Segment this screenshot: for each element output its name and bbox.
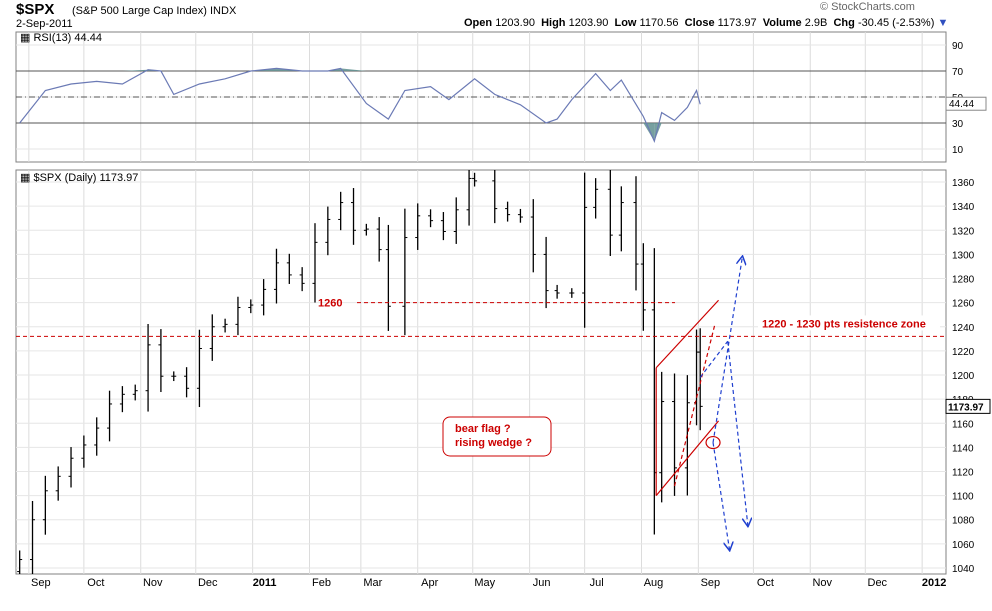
- x-tick-label: Aug: [644, 577, 664, 589]
- price-tick-label: 1060: [952, 540, 975, 551]
- chart-date: 2-Sep-2011: [16, 18, 73, 30]
- price-tick-label: 1040: [952, 564, 975, 575]
- ohlc-summary: Open 1203.90 High 1203.90 Low 1170.56 Cl…: [464, 17, 948, 29]
- x-tick-label: Jul: [590, 577, 604, 589]
- x-tick-label: Sep: [31, 577, 51, 589]
- x-tick-label: 2012: [922, 577, 946, 589]
- open-value: 1203.90: [495, 17, 535, 29]
- price-tick-label: 1280: [952, 275, 975, 286]
- resistance-zone-label: 1220 - 1230 pts resistence zone: [762, 318, 926, 330]
- price-tick-label: 1240: [952, 323, 975, 334]
- last-price-label: 1173.97: [948, 402, 984, 413]
- volume-value: 2.9B: [804, 17, 828, 29]
- rsi-tick-label: 10: [952, 145, 964, 156]
- volume-label: Volume: [762, 17, 802, 29]
- chg-label: Chg: [833, 17, 855, 29]
- price-tick-label: 1220: [952, 347, 975, 358]
- last-price-tag: [945, 398, 991, 414]
- x-tick-label: Nov: [143, 577, 163, 589]
- x-tick-label: 2011: [253, 577, 277, 589]
- note-text: bear flag ?: [455, 423, 511, 435]
- price-tick-label: 1080: [952, 516, 975, 527]
- rsi-series-line: [19, 67, 701, 144]
- low-label: Low: [614, 17, 637, 29]
- open-label: Open: [464, 17, 493, 29]
- x-tick-label: Dec: [868, 577, 888, 589]
- x-tick-label: Apr: [421, 577, 438, 589]
- x-tick-label: Mar: [363, 577, 382, 589]
- chart-index-name: (S&P 500 Large Cap Index) INDX: [72, 5, 237, 17]
- rsi-extreme-fill: [654, 123, 662, 142]
- price-bars: [17, 170, 703, 574]
- price-tick-label: 1340: [952, 202, 975, 213]
- rsi-tick-label: 90: [952, 41, 964, 52]
- x-tick-label: Jun: [533, 577, 551, 589]
- x-tick-label: May: [474, 577, 495, 589]
- close-value: 1173.97: [717, 17, 757, 29]
- x-tick-label: Oct: [757, 577, 774, 589]
- projection-bounce-line: [699, 340, 729, 378]
- rsi-extreme-fill: [340, 68, 367, 71]
- price-tick-label: 1160: [952, 419, 974, 430]
- wedge-trendline: [655, 420, 720, 496]
- chg-value: -30.45 (-2.53%): [857, 17, 935, 29]
- price-tick-label: 1140: [952, 443, 974, 454]
- rsi-last-value-label: 44.44: [949, 99, 974, 110]
- x-tick-label: Feb: [312, 577, 331, 589]
- low-value: 1170.56: [639, 17, 679, 29]
- chart-symbol: $SPX: [16, 1, 55, 18]
- breakout-circle: [705, 435, 721, 450]
- price-panel: [15, 169, 947, 575]
- note-text: rising wedge ?: [455, 437, 532, 449]
- rsi-tick-label: 30: [952, 119, 964, 130]
- price-tick-label: 1300: [952, 250, 975, 261]
- price-tick-label: 1100: [952, 492, 974, 503]
- high-value: 1203.90: [568, 17, 609, 29]
- rsi-tick-label: 70: [952, 67, 964, 78]
- level-1260-label: 1260: [318, 298, 342, 310]
- note-box: [442, 416, 552, 457]
- x-tick-label: Sep: [701, 577, 721, 589]
- rsi-last-value-tag: [945, 96, 987, 111]
- price-tick-label: 1360: [952, 178, 975, 189]
- high-label: High: [541, 17, 566, 29]
- projection-up-arrow: [712, 257, 742, 443]
- rsi-extreme-fill: [643, 123, 655, 142]
- dropdown-arrow-icon[interactable]: ▼: [937, 17, 949, 29]
- rsi-extreme-fill: [122, 69, 149, 71]
- close-label: Close: [684, 17, 715, 29]
- price-title: ▦ $SPX (Daily) 1173.97: [20, 172, 138, 184]
- price-tick-label: 1320: [952, 226, 975, 237]
- brand-credit: © StockCharts.com: [820, 1, 915, 13]
- price-tick-label: 1120: [952, 467, 974, 478]
- price-tick-label: 1260: [952, 299, 975, 310]
- rsi-title: ▦ RSI(13) 44.44: [20, 32, 102, 44]
- x-tick-label: Nov: [812, 577, 832, 589]
- wedge-trendline: [655, 299, 719, 369]
- x-tick-label: Dec: [198, 577, 218, 589]
- price-tick-label: 1200: [952, 371, 975, 382]
- resistance-label-bg: [758, 315, 940, 331]
- projection-late-down-arrow: [727, 341, 748, 526]
- x-tick-label: Oct: [87, 577, 104, 589]
